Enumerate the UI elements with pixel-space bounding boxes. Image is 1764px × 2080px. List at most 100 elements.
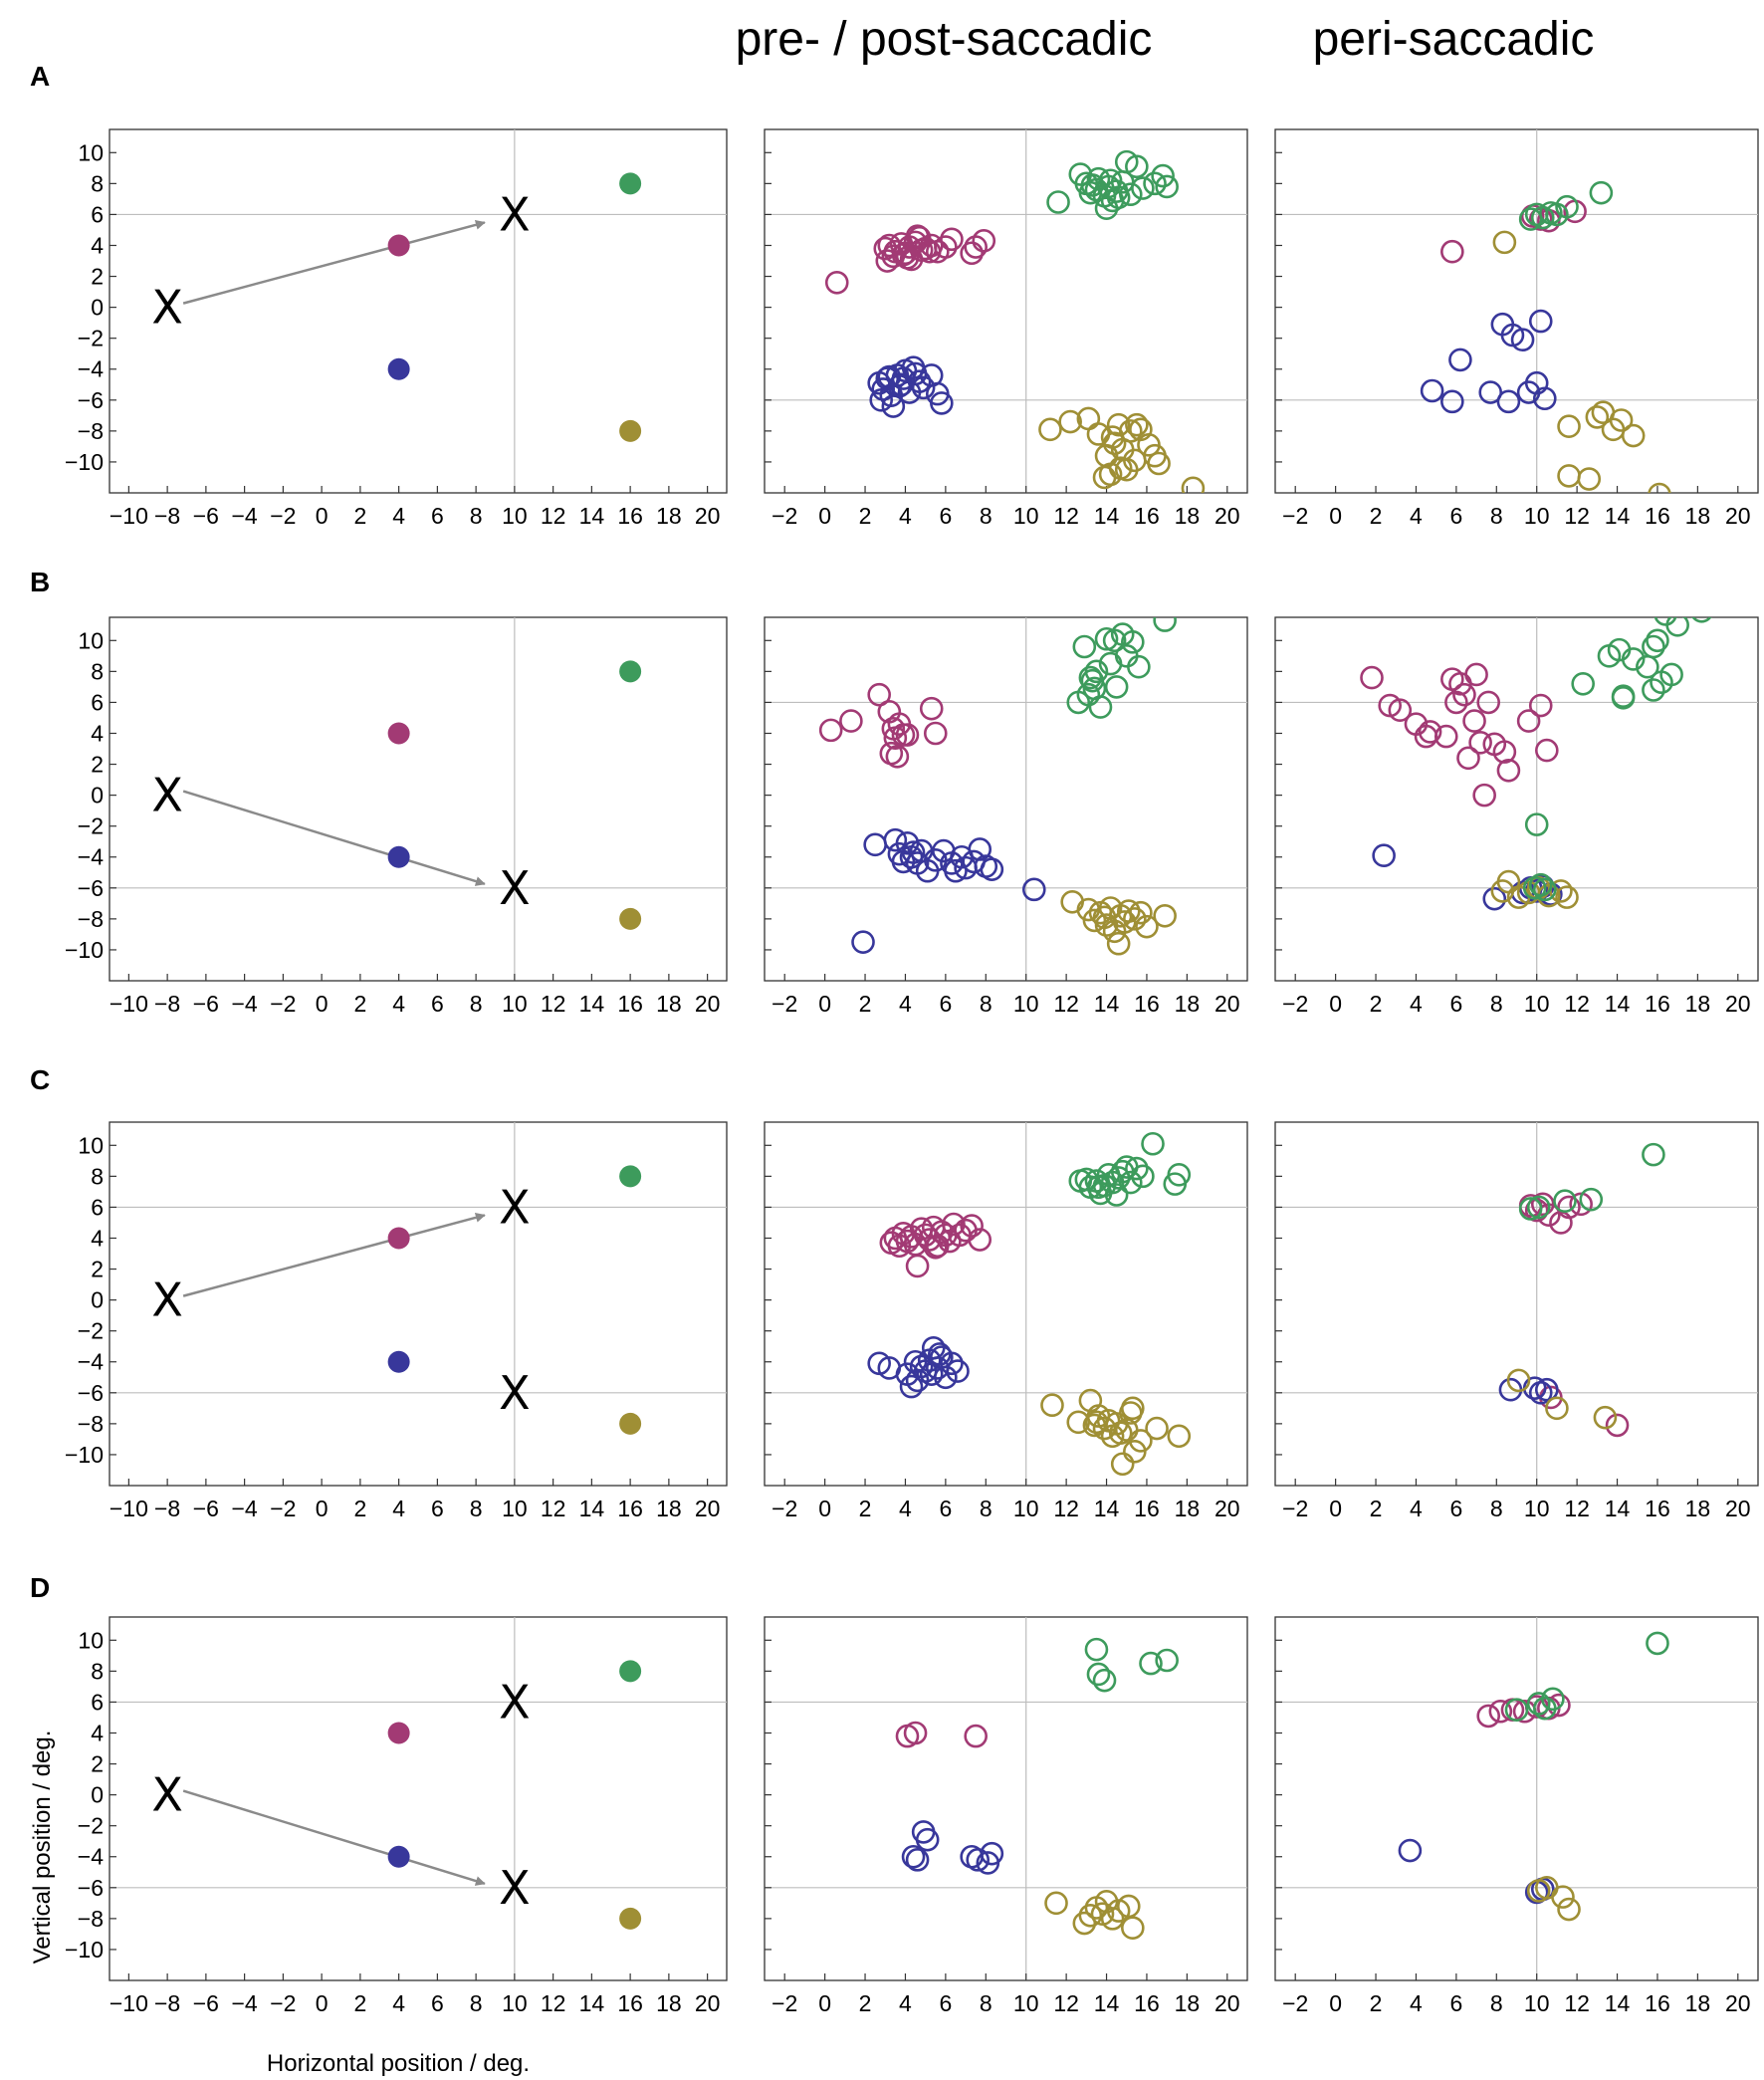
x-tick-label: 2 xyxy=(859,991,872,1017)
y-tick-label: −6 xyxy=(78,1380,104,1406)
x-tick-label: 12 xyxy=(1053,503,1079,529)
x-tick-label: 8 xyxy=(470,1496,483,1521)
x-tick-label: 18 xyxy=(1175,503,1201,529)
response-marker-magenta xyxy=(1360,665,1384,690)
x-tick-label: 8 xyxy=(1490,1990,1503,2016)
y-tick-label: 4 xyxy=(91,720,104,746)
response-marker-magenta xyxy=(1557,1195,1581,1220)
x-tick-label: −10 xyxy=(110,1990,148,2016)
x-tick-label: −2 xyxy=(270,991,296,1017)
probe-dot-blue xyxy=(387,357,410,380)
response-marker-blue xyxy=(883,827,908,852)
response-marker-magenta xyxy=(1433,724,1458,749)
response-marker-blue xyxy=(1372,843,1396,867)
response-marker-green xyxy=(1579,1187,1604,1212)
x-tick-label: −2 xyxy=(772,1990,797,2016)
x-tick-label: 0 xyxy=(818,1990,831,2016)
x-tick-label: 12 xyxy=(1564,1990,1590,2016)
response-marker-olive xyxy=(1153,903,1177,928)
response-marker-olive xyxy=(1577,467,1602,491)
x-tick-label: −8 xyxy=(154,991,180,1017)
response-marker-blue xyxy=(1021,877,1046,902)
x-tick-label: −8 xyxy=(154,1496,180,1521)
x-tick-label: 8 xyxy=(980,503,992,529)
response-marker-olive xyxy=(1044,1891,1068,1916)
x-tick-label: 8 xyxy=(470,991,483,1017)
probe-dot-magenta xyxy=(387,722,410,745)
response-marker-green xyxy=(1121,630,1145,654)
x-tick-label: 12 xyxy=(541,1990,566,2016)
panel-row-b-col-1: −10 −8 −6 −4 −2 0 2 4 6 8 10 12 14 16 18 201086420−2−4−… xyxy=(65,616,728,1017)
x-tick-label: 8 xyxy=(980,1496,992,1521)
x-tick-label: 18 xyxy=(1175,991,1201,1017)
fixation-x-mark: X xyxy=(499,1180,531,1234)
x-tick-label: 0 xyxy=(316,1990,329,2016)
probe-dot-blue xyxy=(387,845,410,868)
response-marker-blue xyxy=(901,1844,926,1869)
x-tick-label: 0 xyxy=(818,991,831,1017)
response-marker-magenta xyxy=(1418,720,1442,744)
fixation-x-mark: X xyxy=(151,1768,183,1822)
response-marker-olive xyxy=(1609,408,1634,432)
y-tick-label: 0 xyxy=(91,1287,104,1313)
x-tick-label: 14 xyxy=(1605,1990,1631,2016)
x-tick-label: 18 xyxy=(1175,1990,1201,2016)
response-marker-green xyxy=(1102,628,1127,653)
x-tick-label: 6 xyxy=(939,503,952,529)
x-tick-label: 20 xyxy=(1725,503,1751,529)
x-tick-label: −2 xyxy=(772,991,797,1017)
x-tick-label: 8 xyxy=(980,991,992,1017)
x-tick-label: 4 xyxy=(899,503,912,529)
response-marker-magenta xyxy=(1440,239,1464,264)
panels: −10 −8 −6 −4 −2 0 2 4 6 8 10 12 14 16 18 201086420−2−4−… xyxy=(65,128,1759,2016)
x-tick-label: 10 xyxy=(1013,1496,1039,1521)
panel-row-b-col-2: −2 0 2 4 6 8 10 12 14 16 18 20 xyxy=(764,616,1248,1017)
response-marker-olive xyxy=(1557,414,1581,439)
response-marker-green xyxy=(1131,1164,1155,1189)
response-marker-magenta xyxy=(1528,693,1553,718)
x-tick-label: 16 xyxy=(1645,1990,1670,2016)
x-tick-label: 8 xyxy=(1490,991,1503,1017)
x-tick-label: −2 xyxy=(1282,1990,1308,2016)
response-marker-green xyxy=(1621,647,1646,671)
plot-frame xyxy=(1274,616,1759,982)
response-marker-blue xyxy=(1532,386,1557,411)
response-marker-olive xyxy=(1585,405,1610,429)
response-marker-magenta xyxy=(905,1254,930,1278)
fixation-x-mark: X xyxy=(499,861,531,915)
x-tick-label: 16 xyxy=(1134,1496,1160,1521)
response-marker-olive xyxy=(1551,1885,1575,1909)
response-marker-blue xyxy=(980,1841,1004,1866)
x-tick-label: 20 xyxy=(1214,503,1240,529)
x-tick-label: 6 xyxy=(1449,991,1462,1017)
response-marker-green xyxy=(1139,1651,1163,1676)
x-tick-label: 4 xyxy=(1410,1496,1423,1521)
x-tick-label: 12 xyxy=(541,991,566,1017)
x-tick-label: 8 xyxy=(980,1990,992,2016)
response-marker-magenta xyxy=(1456,746,1480,771)
y-tick-label: 6 xyxy=(91,201,104,227)
panel-row-c-col-1: −10 −8 −6 −4 −2 0 2 4 6 8 10 12 14 16 18 201086420−2−4−… xyxy=(65,1121,728,1521)
x-tick-label: 10 xyxy=(1524,1990,1550,2016)
plot-area: X X X xyxy=(151,1165,642,1435)
response-marker-magenta xyxy=(964,1724,988,1748)
x-tick-label: 20 xyxy=(1214,1496,1240,1521)
response-marker-green xyxy=(1125,1156,1149,1181)
x-tick-label: 18 xyxy=(1685,1496,1711,1521)
x-tick-label: 12 xyxy=(1564,991,1590,1017)
response-marker-green xyxy=(1642,678,1665,702)
x-tick-label: 14 xyxy=(579,503,605,529)
x-tick-label: 18 xyxy=(656,991,682,1017)
probe-dot-blue xyxy=(387,1845,410,1868)
plot-frame xyxy=(764,128,1248,494)
x-tick-label: 14 xyxy=(1094,1990,1120,2016)
y-tick-label: 10 xyxy=(78,1132,104,1158)
plot-area xyxy=(1420,180,1671,493)
response-marker-blue xyxy=(915,1827,940,1852)
y-tick-label: 4 xyxy=(91,1720,104,1745)
response-marker-olive xyxy=(1129,900,1153,925)
x-tick-label: 16 xyxy=(617,1990,643,2016)
x-tick-label: 6 xyxy=(1449,1496,1462,1521)
response-marker-magenta xyxy=(1476,690,1501,715)
column-title-pre-post: pre- / post-saccadic xyxy=(736,13,1153,66)
